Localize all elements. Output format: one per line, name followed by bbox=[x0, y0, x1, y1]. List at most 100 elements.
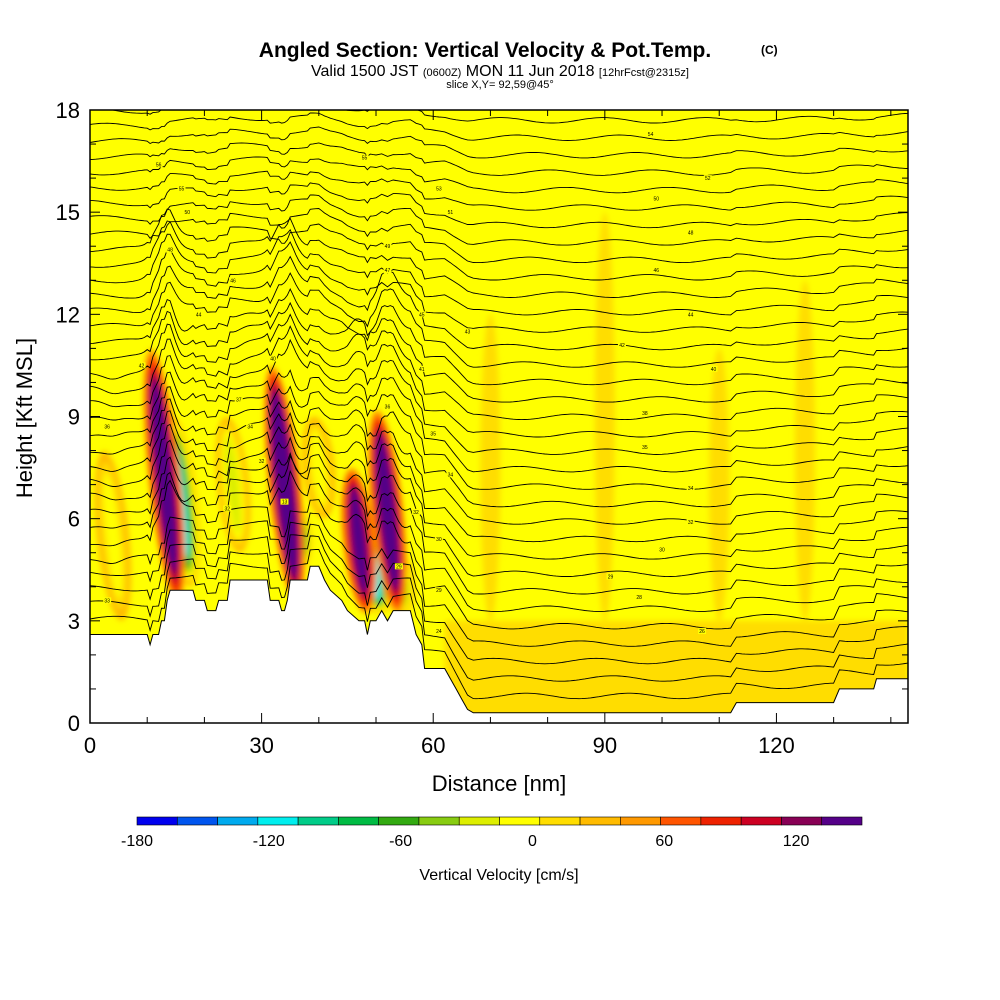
contour-label: 34 bbox=[246, 423, 255, 431]
contour-label-text: 41 bbox=[419, 367, 425, 373]
contour-label: 44 bbox=[194, 311, 203, 318]
contour-label: 13 bbox=[280, 498, 289, 506]
colorbar: -180 -120 -60 0 60 120 bbox=[121, 816, 863, 850]
contour-label-text: 49 bbox=[385, 244, 391, 250]
contour-label: 42 bbox=[137, 362, 146, 369]
y-tick-label: 9 bbox=[68, 405, 80, 430]
colorbar-swatch bbox=[378, 816, 420, 826]
contour-label: 30 bbox=[434, 536, 443, 543]
y-tick-label: 3 bbox=[68, 609, 80, 634]
contour-label-text: 40 bbox=[270, 357, 276, 363]
theta-contour-line bbox=[109, 110, 908, 124]
contour-label-text: 44 bbox=[196, 312, 202, 318]
theta-contour-line bbox=[90, 217, 908, 298]
theta-contour-line bbox=[90, 369, 908, 473]
weak-updraft-streak-3 bbox=[795, 280, 816, 621]
theta-contour-line bbox=[90, 272, 908, 368]
contour-label: 51 bbox=[446, 209, 455, 216]
contour-label: 47 bbox=[383, 267, 392, 274]
x-tick-label: 120 bbox=[758, 733, 795, 758]
chart-subtitle: Valid 1500 JST (0600Z) MON 11 Jun 2018 [… bbox=[311, 63, 689, 80]
colorbar-swatch bbox=[660, 816, 702, 826]
chart-title: Angled Section: Vertical Velocity & Pot.… bbox=[259, 39, 711, 62]
contour-label: 32 bbox=[223, 505, 232, 512]
colorbar-swatch bbox=[539, 816, 581, 826]
x-tick-label: 0 bbox=[84, 733, 96, 758]
contour-label: 46 bbox=[229, 277, 238, 284]
theta-contour-line bbox=[90, 385, 908, 490]
contour-label-text: 42 bbox=[619, 343, 625, 349]
contour-label-text: 24 bbox=[436, 629, 442, 635]
contour-label-text: 26 bbox=[699, 629, 705, 635]
contour-label-text: 34 bbox=[448, 472, 454, 478]
colorbar-swatch bbox=[418, 816, 460, 826]
contour-label-text: 32 bbox=[225, 506, 231, 512]
contour-label-text: 29 bbox=[436, 588, 442, 594]
contour-label: 37 bbox=[234, 396, 243, 403]
contour-label-text: 33 bbox=[104, 598, 110, 604]
theta-contour-line bbox=[90, 548, 908, 700]
contour-label-text: 46 bbox=[230, 278, 236, 284]
contour-label-text: 48 bbox=[688, 231, 694, 237]
colorbar-title: Vertical Velocity [cm/s] bbox=[419, 867, 578, 884]
contour-label-text: 36 bbox=[385, 404, 391, 410]
contour-label: 29 bbox=[606, 573, 615, 581]
contour-label-text: 30 bbox=[659, 547, 665, 553]
colorbar-swatch bbox=[176, 816, 218, 826]
colorbar-tick-label: 120 bbox=[783, 833, 810, 850]
colorbar-tick-label: -180 bbox=[121, 833, 153, 850]
theta-contour-line bbox=[90, 208, 908, 264]
contour-label-text: 37 bbox=[236, 397, 242, 403]
weak-updraft-streak-2 bbox=[709, 348, 730, 621]
contour-label-text: 29 bbox=[608, 575, 614, 581]
contour-label: 50 bbox=[183, 209, 192, 216]
theta-contour-line bbox=[90, 325, 908, 438]
valid-utc: (0600Z) bbox=[423, 67, 462, 79]
theta-contour-line bbox=[90, 436, 908, 560]
y-tick-label: 0 bbox=[68, 711, 80, 736]
theta-contour-line bbox=[90, 288, 908, 386]
weak-updraft-streak-1 bbox=[594, 212, 615, 621]
contour-label-text: 55 bbox=[362, 156, 368, 162]
contour-label: 36 bbox=[103, 423, 112, 431]
contour-label: 28 bbox=[635, 593, 644, 601]
contour-label: 44 bbox=[686, 311, 695, 318]
y-tick-label: 6 bbox=[68, 507, 80, 532]
colorbar-swatch bbox=[579, 816, 621, 826]
contour-label: 55 bbox=[360, 154, 369, 162]
theta-contour-line bbox=[90, 208, 908, 281]
contour-label: 43 bbox=[463, 328, 472, 335]
theta-contour-line bbox=[90, 499, 908, 630]
contour-label: 35 bbox=[429, 430, 438, 438]
theta-contour-line bbox=[90, 301, 908, 403]
theta-contour-line bbox=[90, 410, 908, 525]
contour-label: 55 bbox=[177, 185, 186, 192]
y-tick-label: 12 bbox=[56, 302, 80, 327]
contour-label-text: 34 bbox=[688, 486, 694, 492]
theta-contour-line bbox=[90, 535, 908, 682]
colorbar-swatch bbox=[257, 816, 299, 826]
contour-label: 26 bbox=[698, 628, 707, 635]
x-axis-label: Distance [nm] bbox=[432, 771, 567, 796]
contour-label-text: 50 bbox=[654, 197, 660, 203]
contour-label-text: 35 bbox=[642, 445, 648, 451]
colorbar-swatch bbox=[217, 816, 259, 826]
valid-prefix: Valid 1500 JST bbox=[311, 63, 419, 80]
contour-label-text: 32 bbox=[259, 459, 265, 465]
contour-label-text: 28 bbox=[636, 595, 642, 601]
theta-contour-line bbox=[90, 313, 908, 421]
contour-label-text: 50 bbox=[184, 210, 190, 216]
contour-label-text: 35 bbox=[430, 432, 436, 438]
theta-contour-line bbox=[90, 142, 908, 176]
theta-contour-line bbox=[90, 170, 908, 211]
contour-label-text: 32 bbox=[413, 510, 419, 516]
theta-contour-line bbox=[90, 451, 908, 578]
contour-label: 54 bbox=[646, 130, 655, 138]
contour-label-text: 45 bbox=[419, 312, 425, 318]
updraft-cell-3 bbox=[379, 445, 396, 578]
contour-label: 48 bbox=[686, 229, 695, 237]
updraft-cell-2 bbox=[352, 492, 366, 589]
contour-label: 52 bbox=[703, 175, 712, 182]
theta-contour-line bbox=[90, 398, 908, 508]
contour-label: 46 bbox=[652, 267, 661, 274]
